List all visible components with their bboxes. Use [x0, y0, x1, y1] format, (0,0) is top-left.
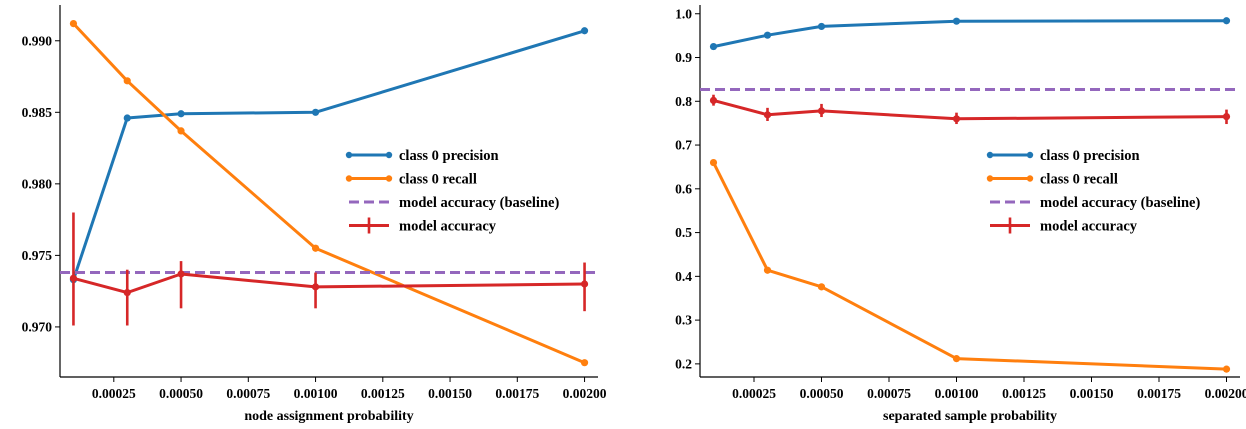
data-point [123, 288, 131, 297]
data-point [952, 115, 961, 123]
data-point [763, 31, 772, 39]
data-point [952, 17, 961, 25]
data-point [123, 77, 131, 85]
y-tick-label: 0.985 [22, 105, 53, 120]
data-point [1222, 113, 1231, 121]
legend-label: class 0 recall [399, 172, 477, 188]
x-tick-label: 0.00150 [1070, 386, 1114, 401]
data-point [763, 266, 772, 274]
data-point [123, 114, 131, 122]
legend-label: model accuracy [399, 219, 497, 235]
legend-label: model accuracy (baseline) [399, 195, 559, 211]
legend-item: model accuracy (baseline) [990, 195, 1200, 211]
y-tick-label: 0.980 [22, 176, 53, 191]
data-point [177, 127, 185, 135]
data-point [311, 283, 320, 291]
y-tick-label: 0.4 [675, 269, 692, 284]
data-point [311, 108, 320, 116]
x-tick-label: 0.00100 [935, 386, 979, 401]
y-tick-label: 0.990 [22, 33, 53, 48]
series-class-0-recall [72, 22, 586, 365]
data-point [177, 110, 185, 118]
data-point [311, 244, 320, 252]
legend-label: class 0 recall [1040, 172, 1118, 188]
y-tick-label: 0.3 [675, 313, 692, 328]
x-tick-label: 0.00175 [495, 386, 539, 401]
data-point [1222, 365, 1231, 373]
legend-marker [1026, 151, 1034, 159]
legend-marker [345, 151, 353, 159]
x-tick-label: 0.00125 [1002, 386, 1046, 401]
y-tick-label: 0.2 [675, 356, 692, 371]
y-tick-label: 0.975 [22, 248, 53, 263]
legend-item: model accuracy [990, 217, 1138, 235]
legend-marker [345, 175, 353, 182]
y-tick-label: 1.0 [675, 6, 692, 21]
legend-item: class 0 precision [986, 148, 1140, 164]
legend-marker [1026, 175, 1034, 182]
data-point [817, 107, 826, 115]
legend: class 0 precision class 0 recall model acc… [986, 148, 1200, 235]
x-tick-label: 0.00025 [92, 386, 136, 401]
legend-label: class 0 precision [1040, 148, 1140, 164]
legend-marker [385, 151, 393, 159]
series-model-accuracy [713, 98, 1227, 121]
series-class-0-precision [713, 19, 1227, 49]
legend-item: class 0 recall [345, 172, 477, 188]
series-model-accuracy [73, 272, 585, 295]
data-point [580, 280, 589, 288]
x-tick-label: 0.00050 [159, 386, 203, 401]
data-point [817, 22, 826, 31]
legend-label: model accuracy [1040, 219, 1138, 235]
data-point [580, 359, 589, 367]
data-point [709, 42, 718, 51]
y-tick-label: 0.6 [675, 181, 692, 196]
x-tick-label: 0.00025 [732, 386, 776, 401]
y-tick-label: 0.8 [675, 94, 692, 109]
legend: class 0 precision class 0 recall model acc… [345, 148, 559, 235]
y-tick-label: 0.5 [675, 225, 692, 240]
y-tick-label: 0.970 [22, 319, 53, 334]
x-axis-title: separated sample probability [883, 409, 1057, 424]
x-tick-label: 0.00050 [800, 386, 844, 401]
data-point [952, 355, 961, 363]
y-tick-label: 0.9 [675, 50, 692, 65]
legend-marker [385, 175, 393, 182]
data-point [709, 96, 718, 105]
data-point [580, 27, 589, 35]
data-point [69, 274, 78, 282]
chart-right: 0.2 0.3 0.4 0.5 0.6 0.7 0.8 0.9 1.0 0.00025 0.0005… [675, 5, 1246, 424]
x-tick-label: 0.00075 [226, 386, 270, 401]
series-class-0-precision [72, 29, 586, 281]
data-point [709, 158, 718, 167]
x-tick-label: 0.00125 [361, 386, 405, 401]
series-class-0-recall [712, 161, 1227, 371]
legend-marker [986, 175, 994, 182]
data-point [177, 270, 185, 278]
legend-marker [986, 151, 994, 159]
x-tick-label: 0.00150 [428, 386, 472, 401]
data-point [817, 283, 826, 291]
x-tick-label: 0.00075 [867, 386, 911, 401]
x-tick-label: 0.00100 [294, 386, 338, 401]
x-tick-label: 0.00200 [1205, 386, 1246, 401]
legend-item: model accuracy [349, 217, 497, 235]
legend-item: model accuracy (baseline) [349, 195, 559, 211]
legend-item: class 0 precision [345, 148, 499, 164]
x-tick-label: 0.00175 [1137, 386, 1181, 401]
data-point [763, 111, 772, 119]
y-tick-label: 0.7 [675, 138, 692, 153]
data-point [69, 20, 78, 28]
legend-label: model accuracy (baseline) [1040, 195, 1200, 211]
data-point [1222, 17, 1231, 25]
legend-label: class 0 precision [399, 148, 499, 164]
x-axis-title: node assignment probability [244, 409, 413, 424]
x-tick-label: 0.00200 [563, 386, 607, 401]
legend-item: class 0 recall [986, 172, 1118, 188]
chart-left: 0.970 0.975 0.980 0.985 0.990 0.00025 0.00050 0… [22, 5, 607, 424]
